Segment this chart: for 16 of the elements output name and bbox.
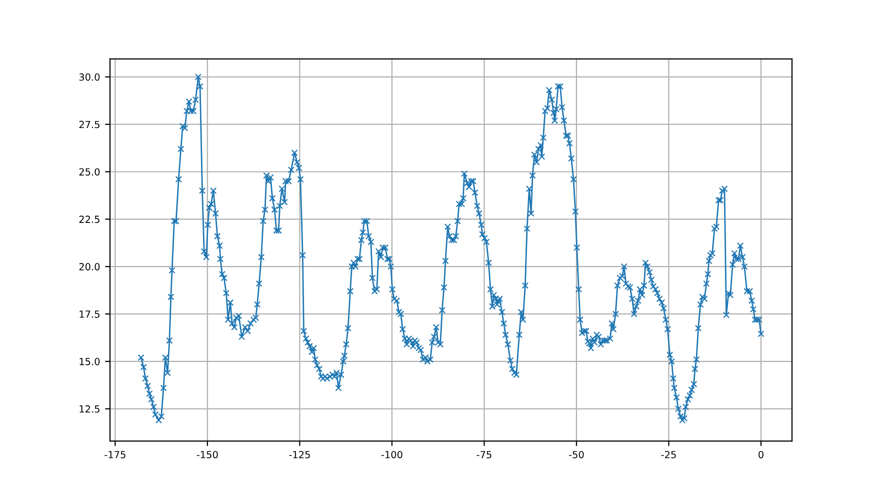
- x-tick-label: -75: [476, 451, 492, 458]
- y-tick-label: 20.0: [79, 263, 100, 270]
- y-tick-label: 30.0: [79, 73, 100, 81]
- x-tick-label: -150: [196, 450, 218, 458]
- x-tick-label: -25: [661, 450, 676, 458]
- y-tick-label: 22.5: [79, 216, 100, 223]
- x-tick-label: -125: [289, 450, 310, 458]
- y-tick-label: 12.5: [80, 405, 100, 413]
- x-tick-label: -175: [104, 451, 126, 458]
- y-tick-label: 17.5: [80, 310, 100, 318]
- y-tick-label: 25.0: [79, 168, 100, 176]
- x-tick-label: -50: [569, 450, 584, 458]
- x-tick-label: 0: [758, 450, 764, 458]
- y-tick-label: 15.0: [80, 358, 100, 366]
- y-tick-label: 27.5: [79, 120, 100, 128]
- x-tick-label: -100: [381, 450, 402, 458]
